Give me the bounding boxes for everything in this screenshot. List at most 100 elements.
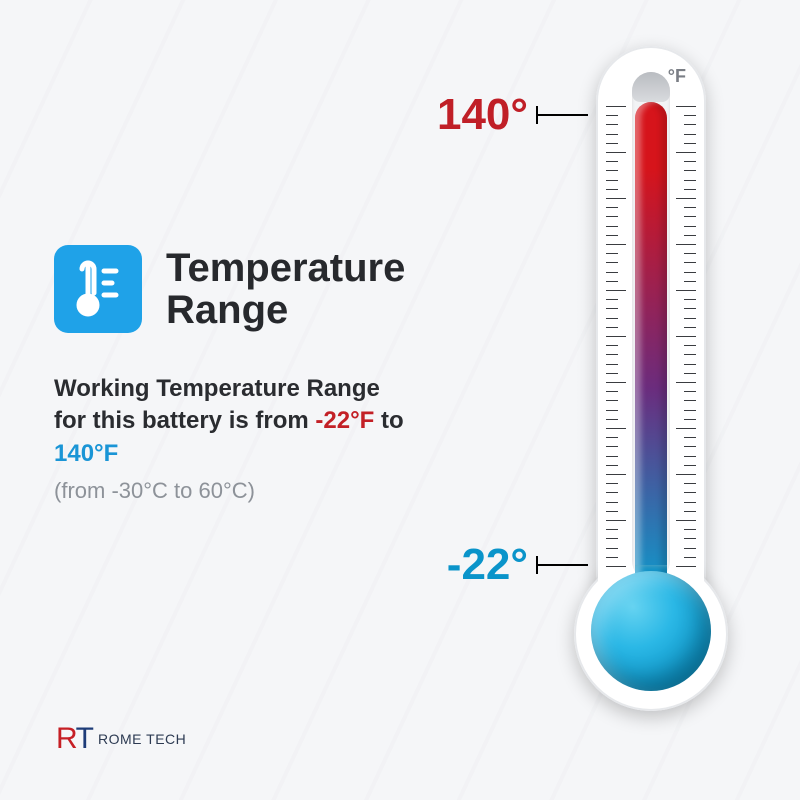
tick-minor (684, 364, 696, 365)
callout-low-leader (536, 564, 588, 566)
tick-major (606, 336, 626, 337)
tick-minor (606, 272, 618, 273)
tick-minor (684, 465, 696, 466)
brand-logo: RT Rome Tech (56, 722, 186, 756)
description: Working Temperature Range for this batte… (54, 373, 414, 470)
tick-minor (606, 318, 618, 319)
tick-minor (684, 299, 696, 300)
tick-minor (684, 235, 696, 236)
tick-minor (606, 410, 618, 411)
tick-minor (606, 226, 618, 227)
tick-major (606, 244, 626, 245)
tick-minor (606, 391, 618, 392)
tick-minor (684, 308, 696, 309)
tick-minor (606, 529, 618, 530)
tick-minor (684, 548, 696, 549)
tick-minor (606, 143, 618, 144)
thermometer: °F 140° -22° (546, 46, 746, 711)
tick-major (606, 290, 626, 291)
callout-high-value: 140° (437, 90, 528, 140)
tick-minor (684, 134, 696, 135)
tick-minor (684, 419, 696, 420)
tick-minor (606, 327, 618, 328)
tick-minor (606, 345, 618, 346)
tick-minor (684, 207, 696, 208)
tick-minor (606, 502, 618, 503)
desc-between: to (374, 407, 403, 434)
tick-minor (684, 180, 696, 181)
tick-minor (606, 170, 618, 171)
tick-minor (684, 400, 696, 401)
tick-minor (606, 419, 618, 420)
logo-letter-t: T (76, 722, 92, 755)
tick-minor (684, 511, 696, 512)
tick-major (606, 198, 626, 199)
tick-minor (684, 272, 696, 273)
heading-row: Temperature Range (54, 245, 434, 333)
tick-major (676, 336, 696, 337)
text-block: Temperature Range Working Temperature Ra… (54, 245, 434, 506)
tick-major (676, 428, 696, 429)
tick-minor (606, 364, 618, 365)
tick-minor (684, 170, 696, 171)
tick-minor (684, 373, 696, 374)
callout-low-value: -22° (447, 540, 528, 590)
tick-major (606, 566, 626, 567)
tick-minor (606, 437, 618, 438)
tick-minor (684, 318, 696, 319)
tick-minor (606, 492, 618, 493)
tick-minor (606, 511, 618, 512)
tick-minor (684, 115, 696, 116)
tick-major (676, 290, 696, 291)
infographic: Temperature Range Working Temperature Ra… (0, 0, 800, 800)
tick-major (676, 198, 696, 199)
tick-minor (684, 446, 696, 447)
heading: Temperature Range (166, 247, 434, 331)
callout-low: -22° (447, 540, 588, 590)
tick-minor (606, 354, 618, 355)
tick-major (676, 152, 696, 153)
tick-minor (684, 345, 696, 346)
tick-minor (606, 400, 618, 401)
high-temp-f: 140°F (54, 440, 118, 467)
logo-mark: RT (56, 722, 92, 756)
tick-minor (684, 124, 696, 125)
low-temp-f: -22°F (315, 407, 374, 434)
tick-minor (606, 456, 618, 457)
tick-minor (684, 216, 696, 217)
tick-minor (606, 446, 618, 447)
tick-minor (684, 410, 696, 411)
tick-minor (684, 281, 696, 282)
tick-minor (684, 189, 696, 190)
tick-minor (684, 502, 696, 503)
tick-minor (684, 391, 696, 392)
description-celsius: (from -30°C to 60°C) (54, 476, 414, 506)
tick-minor (606, 373, 618, 374)
thermometer-liquid (635, 102, 667, 578)
tick-minor (606, 483, 618, 484)
thermometer-icon (54, 245, 142, 333)
tick-minor (606, 134, 618, 135)
tick-minor (684, 161, 696, 162)
tick-minor (684, 557, 696, 558)
tick-minor (684, 483, 696, 484)
unit-label: °F (668, 66, 686, 87)
tick-minor (684, 538, 696, 539)
tick-minor (606, 207, 618, 208)
tick-major (676, 382, 696, 383)
tick-major (676, 520, 696, 521)
callout-high: 140° (437, 90, 588, 140)
tick-minor (606, 308, 618, 309)
tick-minor (606, 115, 618, 116)
tick-minor (606, 161, 618, 162)
thermometer-bulb-liquid (591, 571, 711, 691)
tick-minor (606, 465, 618, 466)
tick-minor (684, 437, 696, 438)
tick-minor (684, 327, 696, 328)
thermometer-glass-cap (632, 72, 670, 102)
tick-minor (684, 226, 696, 227)
tick-major (606, 106, 626, 107)
tick-minor (684, 456, 696, 457)
tick-minor (606, 180, 618, 181)
tick-major (676, 106, 696, 107)
